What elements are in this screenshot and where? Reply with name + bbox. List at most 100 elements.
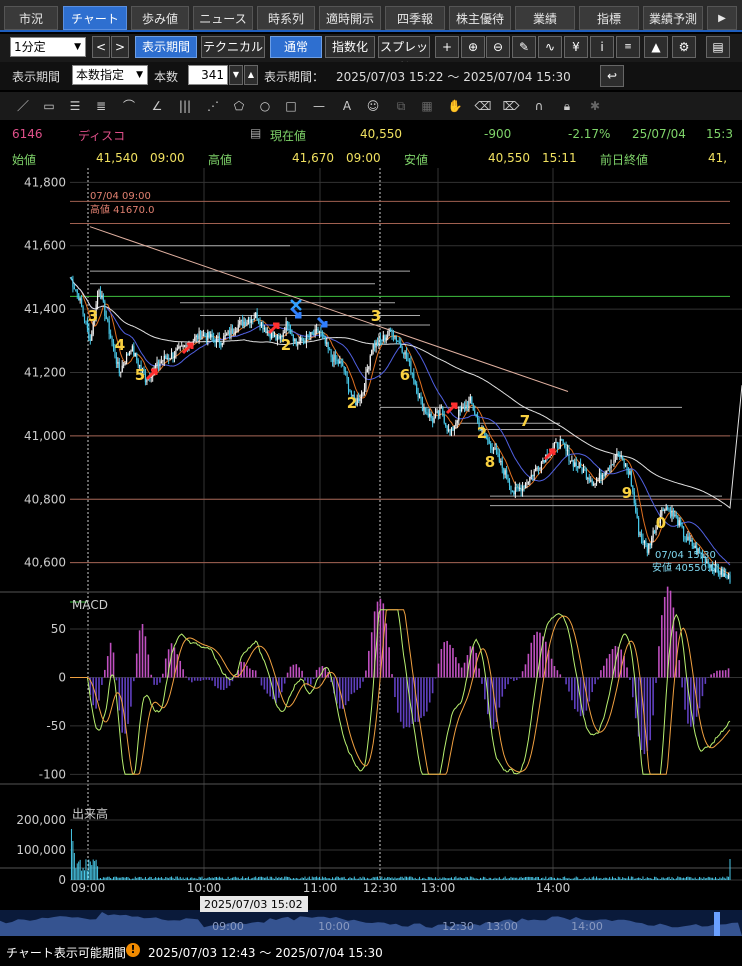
trendline-icon[interactable]: ／ [16,99,29,113]
low-price: 40,550 [488,151,530,165]
tab-results[interactable]: 業績 [515,6,575,30]
footer-bar: チャート表示可能期間 ! 2025/07/03 12:43 ～ 2025/07/… [0,938,742,966]
settings-icon[interactable]: ✱ [589,99,601,113]
technical-button[interactable]: テクニカル [201,36,265,58]
next-button[interactable]: > [111,36,129,58]
area-chart-icon[interactable]: ▲ [644,36,668,58]
fibo-arc-icon[interactable]: ⌒ [122,99,135,113]
prev-button[interactable]: < [92,36,110,58]
erase-all-icon[interactable]: ⌦ [502,99,520,113]
pen-icon[interactable]: ✎ [512,36,536,58]
magnet-icon[interactable]: ∩ [534,99,544,113]
zoom-in-icon[interactable]: ⊕ [461,36,485,58]
candle-body [511,490,514,492]
eraser-icon[interactable]: ⌫ [474,99,492,113]
signal-arrows [145,299,556,461]
hband-icon[interactable]: ≣ [95,99,107,113]
tab-scroll-right-icon[interactable]: ▶ [707,6,737,30]
candle-body [585,470,587,479]
macd-histogram-bar [431,677,434,694]
tab-indicators[interactable]: 指標 [579,6,639,30]
candle-body [691,540,693,547]
candle-body [115,356,118,364]
candle-body [719,573,721,575]
tab-forecast[interactable]: 業績予測 [643,6,703,30]
normal-button[interactable]: 通常 [270,36,322,58]
tab-news[interactable]: ニュース [193,6,253,30]
spread-button[interactable]: スプレッド [378,36,430,74]
macd-histogram-bar [254,670,257,678]
candle-body [587,477,589,479]
lock-icon[interactable]: 🔒︎ [563,99,571,113]
hand-icon[interactable]: ✋ [447,99,463,113]
candle-body [365,372,367,389]
interval-select[interactable]: 1分定 ▼ [10,37,86,57]
crosshair-icon[interactable]: + [435,36,459,58]
tab-market[interactable]: 市況 [4,6,58,30]
time-tick: 13:00 [421,881,456,895]
reset-arrow-icon[interactable]: ↩ [600,65,624,87]
gann-icon[interactable]: ⋰ [207,99,219,113]
circle-icon[interactable]: ○ [259,99,271,113]
stamp-icon[interactable]: ☺ [366,99,380,113]
rectangle-icon[interactable]: □ [285,99,297,113]
yen-icon[interactable]: ¥ [564,36,588,58]
pattern-icon[interactable]: ∿ [538,36,562,58]
candle-body [107,319,109,321]
tab-shikiho[interactable]: 四季報 [385,6,445,30]
candle-body [202,334,205,337]
count-label: 0 [656,514,666,532]
tab-chart[interactable]: チャート [63,6,127,30]
candle-body [118,361,120,374]
candle-body [98,290,100,297]
count-input[interactable]: 341 [188,65,228,85]
print-icon[interactable]: ▤ [706,36,730,58]
count-up-icon[interactable]: ▲ [244,65,258,85]
tab-yutai[interactable]: 株主優待 [449,6,511,30]
macd-histogram-bar [495,677,498,722]
display-period-button[interactable]: 表示期間 [135,36,197,58]
fan-icon[interactable]: ∠ [151,99,163,113]
my-chart-icon[interactable]: ≡ [616,36,640,58]
wrench-icon[interactable]: ⚙ [672,36,696,58]
tab-disclosure[interactable]: 適時開示 [319,6,381,30]
macd-histogram-bar [617,646,620,678]
info-icon[interactable]: i [590,36,614,58]
macd-histogram-bar [228,677,231,686]
hlines-icon[interactable]: ☰ [69,99,81,113]
period-mode-select[interactable]: 本数指定 ▼ [72,65,148,85]
index-button[interactable]: 指数化 [325,36,375,58]
tab-timeseries[interactable]: 時系列 [257,6,315,30]
candle-body [157,361,160,367]
navigator-handle[interactable] [714,912,720,936]
count-down-icon[interactable]: ▼ [229,65,243,85]
copy-icon[interactable]: ⧉ [396,99,406,113]
hline-icon[interactable]: — [313,99,325,113]
candle-body [725,573,727,576]
candle-body [658,523,660,525]
change-percent: -2.17% [568,127,611,141]
tab-tick[interactable]: 歩み値 [131,6,189,30]
macd-histogram-bar [333,677,335,694]
candle-body [664,510,666,512]
macd-histogram-bar [721,670,724,678]
macd-histogram-bar [341,677,344,709]
vlines-icon[interactable]: ||| [178,99,192,113]
macd-histogram-bar [513,677,515,681]
macd-histogram-bar [463,662,466,678]
quote-row-1: 6146 ディスコ ▤ 現在値 40,550 -900 -2.17% 25/07… [0,124,742,144]
candle-body [262,322,264,330]
zoom-out-icon[interactable]: ⊖ [486,36,510,58]
candle-body [298,342,300,345]
text-icon[interactable]: A [342,99,352,113]
candle-body [498,454,500,462]
macd-histogram-bar [640,677,643,751]
macd-histogram-bar [692,677,695,725]
paste-icon[interactable]: ▦ [421,99,433,113]
candle-body [656,523,659,526]
ruler-icon[interactable]: ▭ [43,99,55,113]
pentagon-icon[interactable]: ⬠ [233,99,245,113]
macd-histogram-bar [309,677,312,685]
